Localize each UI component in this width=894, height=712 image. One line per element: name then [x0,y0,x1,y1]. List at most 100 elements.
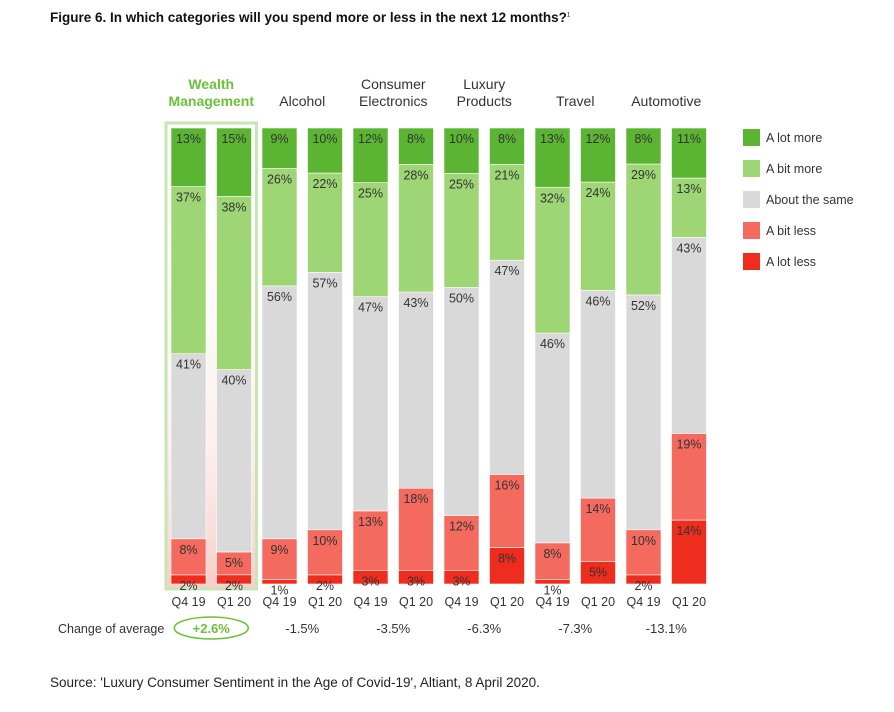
data-label: 56% [267,290,292,304]
data-label: 43% [676,241,701,255]
bars-layer [170,127,707,585]
legend-label: A lot less [766,255,816,269]
data-label: 10% [312,132,337,146]
data-label: 16% [494,479,519,493]
bar-segment-about-the-same [489,259,525,475]
bar-segment-a-bit-more [625,163,662,296]
change-of-average-value: -13.1% [646,621,688,636]
legend-swatch-a-bit-more [743,160,760,177]
data-label: 2% [179,579,197,593]
x-tick-label: Q1 20 [308,595,342,609]
bar-segment-a-lot-more [671,127,707,179]
data-label: 46% [585,295,610,309]
legend-label: A lot more [766,131,822,145]
bar-segment-a-lot-more [398,127,434,165]
data-label: 19% [676,438,701,452]
bar-segment-about-the-same [261,285,298,540]
data-label: 25% [449,178,474,192]
source-note: Source: 'Luxury Consumer Sentiment in th… [50,675,540,690]
data-label: 8% [543,547,561,561]
bar-segment-about-the-same [216,369,252,553]
x-tick-label: Q4 19 [262,595,296,609]
data-label: 3% [452,574,470,588]
change-of-average-label: Change of average [58,622,164,636]
data-label: 2% [225,579,243,593]
category-label: Consumer [361,76,426,92]
bar-segment-a-bit-more [443,173,480,288]
bar-segment-a-lot-less [443,570,480,585]
bar-segment-about-the-same [534,332,571,544]
bar-segment-a-lot-less [671,519,707,585]
data-label: 15% [221,132,246,146]
figure-title: Figure 6. In which categories will you s… [50,10,570,25]
bar-segment-a-bit-more [170,186,207,355]
data-label: 2% [316,579,334,593]
legend-swatch-a-lot-less [743,253,760,270]
bar-segment-a-lot-less [625,574,662,585]
data-label: 46% [540,337,565,351]
bar-segment-a-bit-more [307,172,343,273]
bar-segment-about-the-same [580,290,616,499]
bar-segment-a-bit-less [671,433,707,521]
bar-segment-a-lot-more [261,127,298,169]
bar-segment-a-lot-less [534,579,571,585]
data-label: 13% [358,515,383,529]
legend-label: A bit less [766,224,816,238]
bar-segment-a-bit-more [489,164,525,261]
data-label: 25% [358,187,383,201]
data-label: 8% [498,552,516,566]
x-tick-label: Q4 19 [535,595,569,609]
bar-segment-a-bit-more [352,182,389,298]
category-label: Wealth [188,76,234,92]
bar-segment-a-lot-less [398,570,434,585]
data-label: 5% [225,556,243,570]
bar-segment-a-lot-more [216,127,252,197]
bar-segment-a-bit-less [261,538,298,580]
bar-segment-a-lot-more [534,127,571,188]
legend-label: About the same [766,193,854,207]
bar-segment-a-bit-less [398,487,434,571]
category-label: Management [168,93,254,109]
x-tick-label: Q1 20 [581,595,615,609]
data-label: 52% [631,299,656,313]
x-tick-label: Q1 20 [672,595,706,609]
data-label: 12% [358,132,383,146]
bar-segment-a-lot-less [489,547,525,585]
data-label: 11% [677,132,701,146]
change-of-average-value: -1.5% [285,621,319,636]
x-tick-label: Q4 19 [171,595,205,609]
data-label: 5% [589,565,607,579]
bar-segment-a-bit-less [352,510,389,571]
data-label: 13% [676,182,701,196]
data-label: 37% [176,191,201,205]
change-of-average-value: -7.3% [558,621,592,636]
data-label: 8% [498,132,516,146]
data-label: 8% [179,543,197,557]
category-label: Electronics [359,93,427,109]
bar-segment-about-the-same [352,296,389,512]
data-label: 3% [407,574,425,588]
data-label: 14% [585,502,610,516]
bar-segment-a-bit-less [534,542,571,580]
data-label: 3% [361,574,379,588]
legend: A lot more A bit more About the same A bit … [743,129,854,270]
data-label: 57% [312,276,337,290]
bar-segment-a-lot-less [307,574,343,585]
x-tick-label: Q4 19 [626,595,660,609]
category-label: Automotive [631,93,701,109]
change-of-average-value: -3.5% [376,621,410,636]
title-footnote: 1 [566,12,571,19]
bar-segment-a-bit-more [398,164,434,293]
bar-segment-about-the-same [443,287,480,516]
labels-layer: 13% 37% 41% 8% 2% 15% 38% 40% 5% 2% 9% 26% 56% 9% 1% 10… [58,76,706,640]
bar-segment-a-bit-less [625,529,662,576]
bar-segment-a-lot-more [170,127,207,187]
bar-segment-about-the-same [625,294,662,531]
data-label: 26% [267,173,292,187]
bar-segment-a-bit-more [671,177,707,238]
bar-segment-a-lot-less [580,561,616,585]
category-label: Alcohol [279,93,325,109]
bar-segment-a-bit-more [580,181,616,291]
legend-swatch-about-the-same [743,191,760,208]
legend-label: A bit more [766,162,822,176]
